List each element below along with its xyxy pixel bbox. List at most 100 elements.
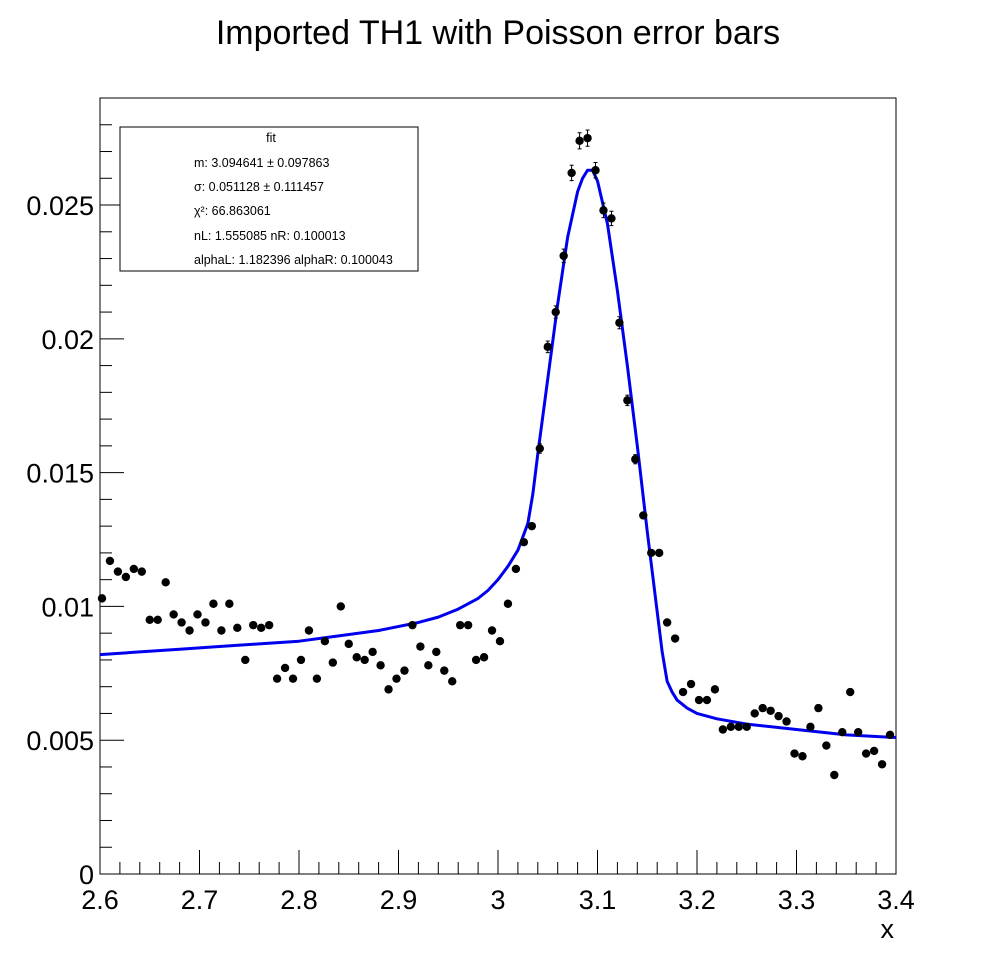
data-point [758, 703, 767, 713]
data-point [885, 730, 895, 740]
data-point [822, 741, 831, 750]
data-point [440, 666, 449, 675]
stats-box-frame [119, 126, 419, 272]
data-point [455, 620, 465, 630]
stats-box: fit m: 3.094641 ± 0.097863 σ: 0.051128 ±… [119, 126, 419, 272]
data-point [233, 623, 242, 633]
data-point [336, 602, 345, 611]
data-point [479, 653, 489, 662]
data-point [527, 521, 537, 531]
data-point [392, 674, 401, 683]
x-tick-label: 2.9 [380, 885, 418, 915]
data-point [201, 618, 210, 627]
data-point [193, 610, 202, 619]
stats-line-n: nL: 1.555085 nR: 0.100013 [194, 229, 346, 243]
data-point [535, 444, 544, 453]
data-point [137, 567, 146, 576]
data-point [551, 307, 560, 317]
data-point [869, 746, 879, 756]
data-point [312, 674, 322, 683]
y-axis: 0 0.005 0.01 0.015 0.02 0.025 [26, 97, 124, 890]
data-point [121, 572, 131, 582]
data-point [471, 655, 481, 665]
data-point [241, 655, 250, 665]
data-point [503, 599, 513, 608]
data-point [225, 599, 234, 608]
data-point [607, 214, 616, 223]
data-point [105, 556, 115, 566]
data-point [853, 727, 863, 737]
x-tick-label: 3.1 [579, 885, 617, 915]
data-point [400, 666, 409, 675]
data-point [169, 610, 178, 619]
data-point [710, 685, 720, 694]
data-point [790, 749, 799, 758]
x-tick-label: 2.7 [181, 885, 219, 915]
stats-box-title: fit [266, 131, 276, 145]
data-point [153, 615, 162, 624]
x-tick-label: 2.6 [81, 885, 119, 915]
data-point [272, 674, 282, 683]
data-point [113, 567, 123, 576]
data-point [97, 594, 107, 603]
data-point [559, 251, 568, 261]
data-point [615, 318, 624, 327]
data-point [424, 661, 433, 670]
y-tick-label: 0.015 [26, 459, 94, 489]
data-point [678, 687, 688, 697]
data-point [217, 626, 226, 635]
data-point [599, 206, 608, 215]
data-point [368, 647, 377, 657]
y-tick-label: 0 [79, 860, 94, 890]
data-point [702, 695, 712, 705]
data-point [742, 722, 751, 732]
stats-line-mean: m: 3.094641 ± 0.097863 [194, 156, 329, 170]
x-tick-label: 3.2 [678, 885, 716, 915]
data-point [543, 342, 552, 352]
data-point [798, 752, 807, 761]
data-point [575, 136, 584, 146]
data-point [519, 537, 529, 547]
data-point [177, 618, 186, 627]
data-point [830, 770, 839, 780]
data-point [806, 722, 815, 732]
data-point [320, 637, 330, 646]
data-point [432, 647, 441, 657]
data-point [487, 626, 497, 635]
stats-line-chi2: χ²: 66.863061 [194, 204, 271, 218]
data-point [726, 722, 736, 732]
chart-title: Imported TH1 with Poisson error bars [216, 14, 780, 52]
data-point [861, 749, 871, 758]
x-tick-label: 3 [490, 885, 505, 915]
data-point [495, 637, 505, 646]
y-tick-label: 0.025 [26, 191, 94, 221]
data-point [463, 620, 473, 630]
data-point [782, 717, 791, 726]
data-point [511, 564, 521, 574]
data-point [352, 653, 361, 662]
data-point [583, 133, 592, 143]
data-point [766, 706, 775, 715]
data-point [360, 655, 369, 665]
data-point [686, 679, 696, 689]
data-point [304, 626, 314, 635]
data-point [145, 615, 154, 624]
data-point [129, 564, 139, 574]
fit-series [99, 168, 897, 740]
data-point [631, 455, 640, 464]
data-point [639, 511, 648, 520]
data-point [256, 623, 266, 633]
data-point [185, 626, 194, 635]
data-point [296, 655, 306, 665]
data-point [774, 711, 783, 721]
data-point [264, 620, 274, 630]
data-point [734, 722, 743, 732]
data-point [288, 674, 298, 683]
data-point [344, 639, 353, 649]
y-tick-label: 0.02 [41, 325, 94, 355]
data-point [448, 677, 457, 686]
data-point [280, 663, 290, 673]
data-point [209, 599, 218, 608]
data-point [814, 703, 823, 713]
